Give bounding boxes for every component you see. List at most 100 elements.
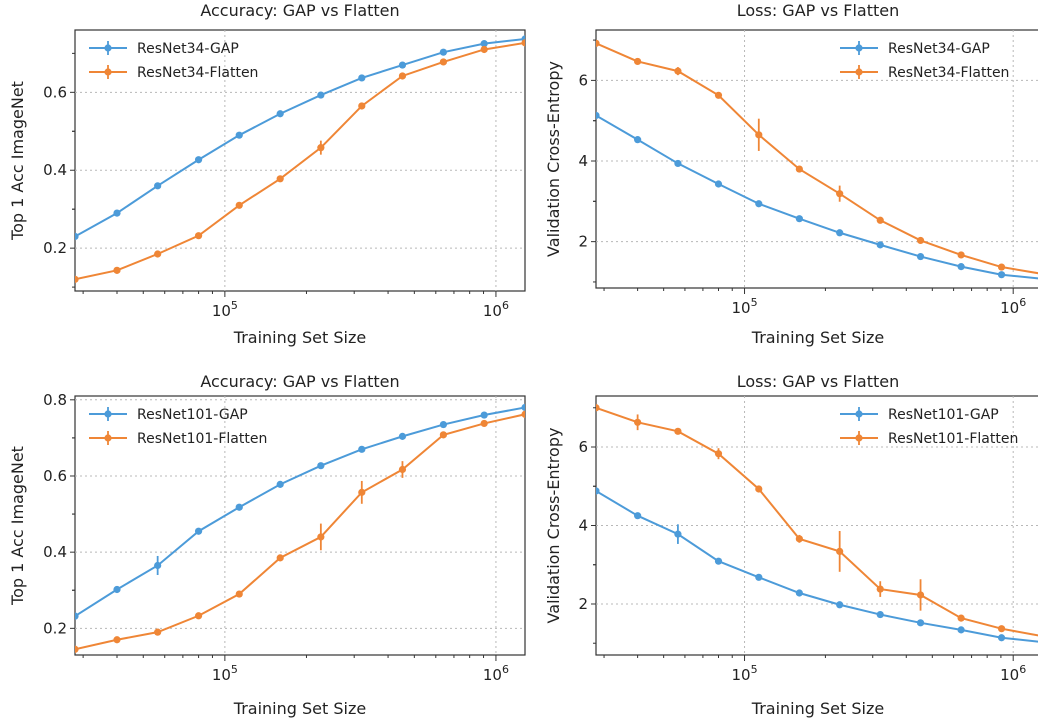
data-point <box>440 58 447 65</box>
legend-item: ResNet34-GAP <box>840 41 990 57</box>
data-point <box>715 92 722 99</box>
data-point <box>399 61 406 68</box>
y-tick-label: 0.8 <box>43 391 67 409</box>
legend-swatch-marker <box>104 434 111 441</box>
data-point <box>634 136 641 143</box>
data-point <box>113 209 120 216</box>
data-point <box>440 421 447 428</box>
data-point <box>154 182 161 189</box>
data-point <box>755 200 762 207</box>
chart-top-left: Accuracy: GAP vs Flatten 0.2 0.4 0.6 105 106… <box>8 1 529 347</box>
data-point <box>236 590 243 597</box>
data-point <box>634 512 641 519</box>
legend-item: ResNet34-Flatten <box>89 65 258 81</box>
data-point <box>958 263 965 270</box>
data-point <box>796 535 803 542</box>
data-point <box>358 74 365 81</box>
legend-label: ResNet101-Flatten <box>137 431 267 447</box>
legend-swatch-marker <box>855 434 862 441</box>
data-point <box>277 481 284 488</box>
data-point <box>317 91 324 98</box>
legend: ResNet34-GAP ResNet34-Flatten <box>89 41 258 81</box>
y-tick-label: 2 <box>578 595 588 613</box>
legend-label: ResNet34-GAP <box>137 41 239 57</box>
x-tick-label: 106 <box>1000 296 1026 317</box>
data-point <box>877 241 884 248</box>
data-point <box>195 612 202 619</box>
legend-label: ResNet34-Flatten <box>888 65 1009 81</box>
data-point <box>917 591 924 598</box>
series-0 <box>592 112 1038 282</box>
data-point <box>113 636 120 643</box>
series-1 <box>71 411 528 653</box>
data-point <box>113 586 120 593</box>
chart-title: Accuracy: GAP vs Flatten <box>200 1 399 20</box>
x-tick-label: 105 <box>212 663 238 684</box>
data-point <box>917 619 924 626</box>
legend-swatch-marker <box>104 68 111 75</box>
data-point <box>358 102 365 109</box>
y-axis-label: Validation Cross-Entropy <box>544 61 563 257</box>
data-point <box>917 237 924 244</box>
legend-label: ResNet101-GAP <box>137 407 248 423</box>
y-tick-label: 4 <box>578 152 588 170</box>
ticks-layer: 2 4 6 105 106 <box>578 408 1026 684</box>
data-point <box>755 485 762 492</box>
data-point <box>836 190 843 197</box>
chart-top-right: Loss: GAP vs Flatten 2 4 6 105 106 ResNet34-… <box>544 1 1038 347</box>
y-tick-label: 0.4 <box>43 161 67 179</box>
data-point <box>481 420 488 427</box>
data-point <box>277 175 284 182</box>
chart-title: Loss: GAP vs Flatten <box>737 372 900 391</box>
data-point <box>440 431 447 438</box>
data-point <box>358 489 365 496</box>
data-point <box>796 589 803 596</box>
data-point <box>592 112 599 119</box>
data-point <box>71 233 78 240</box>
chart-bottom-right: Loss: GAP vs Flatten 2 4 6 105 106 ResNet101… <box>544 372 1038 718</box>
data-point <box>998 625 1005 632</box>
data-point <box>399 466 406 473</box>
data-point <box>674 160 681 167</box>
data-point <box>71 276 78 283</box>
y-tick-label: 0.2 <box>43 619 67 637</box>
data-point <box>277 554 284 561</box>
legend-swatch-marker <box>104 44 111 51</box>
x-tick-label: 105 <box>731 663 757 684</box>
legend-label: ResNet34-Flatten <box>137 65 258 81</box>
data-point <box>236 202 243 209</box>
y-tick-label: 4 <box>578 517 588 535</box>
legend-swatch-marker <box>855 68 862 75</box>
x-tick-label: 106 <box>483 663 509 684</box>
legend-swatch-marker <box>855 44 862 51</box>
y-tick-label: 6 <box>578 438 588 456</box>
data-point <box>317 144 324 151</box>
legend-item: ResNet34-Flatten <box>840 65 1009 81</box>
data-point <box>481 411 488 418</box>
chart-title: Accuracy: GAP vs Flatten <box>200 372 399 391</box>
data-point <box>998 634 1005 641</box>
data-point <box>836 601 843 608</box>
data-point <box>317 462 324 469</box>
data-point <box>195 232 202 239</box>
legend-item: ResNet101-GAP <box>840 407 999 423</box>
data-point <box>399 433 406 440</box>
data-point <box>481 46 488 53</box>
series-line <box>596 491 1038 642</box>
x-tick-label: 106 <box>483 299 509 320</box>
legend-item: ResNet101-GAP <box>89 407 248 423</box>
data-point <box>277 110 284 117</box>
chart-bottom-left: Accuracy: GAP vs Flatten 0.2 0.4 0.6 0.8 105… <box>8 372 529 718</box>
data-point <box>399 72 406 79</box>
data-point <box>634 58 641 65</box>
data-point <box>154 629 161 636</box>
x-tick-label: 106 <box>1000 663 1026 684</box>
data-point <box>836 229 843 236</box>
data-point <box>195 156 202 163</box>
data-point <box>755 131 762 138</box>
data-point <box>113 267 120 274</box>
y-tick-label: 0.6 <box>43 467 67 485</box>
series-0 <box>592 487 1038 645</box>
data-point <box>958 626 965 633</box>
